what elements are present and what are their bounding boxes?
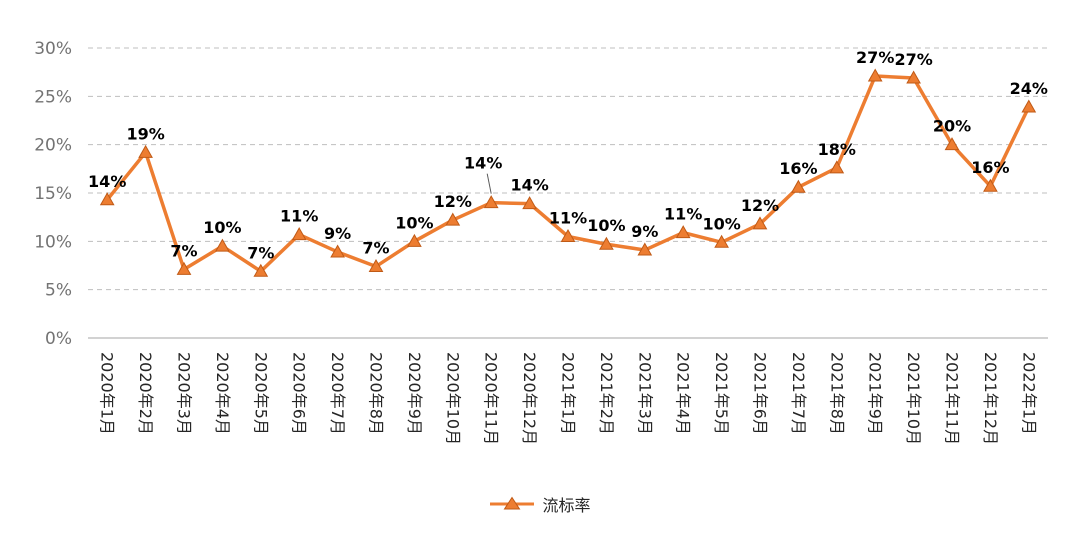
data-label: 12% — [741, 196, 779, 215]
data-point-marker — [330, 244, 345, 258]
chart-canvas: 0% 5% 10% 15% 20% 25% 30% 2020年1月 2020年2月 2020年3月… — [34, 39, 1048, 445]
x-axis-tick-label: 2021年7月 — [789, 352, 808, 435]
x-axis-tick-label: 2020年12月 — [520, 352, 539, 445]
x-axis-tick-label: 2021年10月 — [904, 352, 923, 445]
data-label: 7% — [170, 241, 197, 260]
x-axis-tick-label: 2020年10月 — [443, 352, 462, 445]
y-axis-tick-label: 30% — [34, 39, 72, 59]
data-point-marker — [906, 70, 921, 84]
x-axis-tick-label: 2020年7月 — [328, 352, 347, 435]
data-point-marker — [675, 225, 691, 239]
data-label: 12% — [434, 192, 472, 211]
y-axis-tick-label: 15% — [34, 184, 72, 204]
data-label: 16% — [779, 159, 817, 178]
legend-label: 流标率 — [542, 496, 591, 515]
x-axis-tick-label: 2021年4月 — [674, 352, 693, 435]
data-label: 9% — [631, 222, 658, 241]
x-axis-tick-label: 2022年1月 — [1019, 352, 1038, 435]
x-axis-tick-label: 2020年6月 — [290, 352, 309, 435]
data-point-marker — [445, 212, 461, 226]
series-line — [105, 74, 1031, 274]
x-axis-tick-label: 2021年6月 — [751, 352, 770, 435]
data-point-marker — [1021, 99, 1037, 113]
data-point-marker — [215, 238, 230, 252]
x-axis-tick-label: 2020年8月 — [367, 352, 386, 435]
data-point-marker — [714, 234, 729, 248]
data-label: 10% — [587, 216, 625, 235]
x-axis-tick-label: 2020年4月 — [213, 352, 232, 435]
y-axis-tick-label: 20% — [34, 136, 72, 156]
data-point-marker — [599, 236, 614, 250]
data-label: 14% — [88, 172, 126, 191]
x-axis-tick-label: 2020年5月 — [251, 352, 270, 435]
data-point-marker — [522, 196, 537, 210]
data-label: 19% — [126, 124, 164, 143]
y-axis-tick-label: 0% — [45, 329, 72, 349]
data-label: 9% — [324, 224, 351, 243]
x-axis-tick-label: 2021年3月 — [635, 352, 654, 435]
data-point-marker — [867, 68, 883, 82]
x-axis-tick-label: 2020年1月 — [98, 352, 117, 435]
data-point-marker — [637, 242, 653, 256]
data-label: 14% — [510, 176, 548, 195]
x-axis-tick-label: 2020年3月 — [175, 352, 194, 435]
x-axis-tick-label: 2021年1月 — [559, 352, 578, 435]
data-label: 10% — [203, 218, 241, 237]
x-axis-tick-label: 2021年11月 — [943, 352, 962, 445]
x-axis-tick-label: 2020年9月 — [405, 352, 424, 435]
x-axis-tick-label: 2020年11月 — [482, 352, 501, 445]
data-label: 11% — [280, 207, 318, 226]
data-point-marker — [791, 179, 806, 193]
x-axis-tick-label: 2021年8月 — [827, 352, 846, 435]
data-label: 7% — [362, 238, 389, 257]
data-label: 11% — [549, 209, 587, 228]
legend: 流标率 — [0, 492, 1080, 516]
data-label: 18% — [818, 140, 856, 159]
data-label: 10% — [395, 213, 433, 232]
y-axis-tick-label: 25% — [34, 87, 72, 107]
data-point-marker — [944, 137, 960, 151]
data-point-marker — [291, 227, 307, 241]
data-point-marker — [407, 233, 422, 247]
legend-line-marker-icon — [490, 496, 535, 510]
data-label: 14% — [464, 154, 502, 173]
data-label-leader-line — [486, 173, 492, 194]
data-point-marker — [253, 263, 269, 277]
x-axis-tick-label: 2021年2月 — [597, 352, 616, 435]
data-point-marker — [752, 216, 768, 230]
y-axis-tick-label: 5% — [45, 281, 72, 301]
data-label: 16% — [971, 158, 1009, 177]
data-point-marker — [483, 195, 499, 209]
data-label: 27% — [856, 48, 894, 67]
data-label: 24% — [1010, 79, 1048, 98]
data-label: 10% — [702, 214, 740, 233]
data-point-marker — [176, 261, 192, 275]
data-point-marker — [138, 144, 153, 158]
x-axis-tick-label: 2021年12月 — [981, 352, 1000, 445]
x-axis-tick-label: 2021年5月 — [712, 352, 731, 435]
x-axis-tick-label: 2021年9月 — [866, 352, 885, 435]
data-point-marker — [368, 258, 384, 272]
data-label: 27% — [894, 50, 932, 69]
data-label: 20% — [933, 117, 971, 136]
x-axis-tick-label: 2020年2月 — [136, 352, 155, 435]
data-label: 7% — [247, 243, 274, 262]
data-point-marker — [829, 160, 845, 174]
data-point-marker — [560, 228, 576, 242]
data-point-marker — [99, 192, 115, 206]
data-point-marker — [983, 178, 998, 192]
data-label: 11% — [664, 205, 702, 224]
y-axis-tick-label: 10% — [34, 232, 72, 252]
